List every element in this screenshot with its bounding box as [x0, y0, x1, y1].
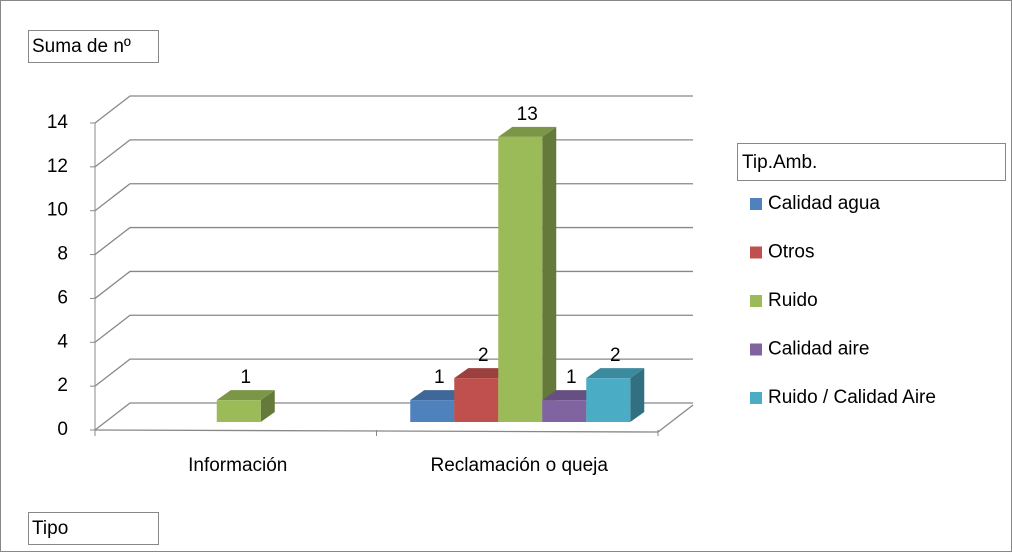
- legend-title-box[interactable]: [737, 143, 1006, 181]
- legend-swatch: [750, 343, 762, 356]
- grid-line: [94, 95, 693, 124]
- bar-face: [630, 368, 645, 422]
- legend-title: Tip.Amb.: [742, 152, 817, 173]
- bar: [586, 368, 645, 422]
- field-button[interactable]: [28, 512, 159, 545]
- data-label: 1: [566, 367, 577, 388]
- legend-swatch: [750, 295, 762, 307]
- y-tick-label: 2: [57, 375, 68, 396]
- bar: [498, 126, 557, 422]
- bar-face: [498, 126, 557, 137]
- field-button-label: Tipo: [32, 518, 68, 539]
- x-tick-label: Información: [188, 455, 287, 476]
- bar-face: [454, 368, 513, 379]
- data-label: 2: [610, 345, 621, 366]
- y-tick-label: 0: [57, 419, 68, 440]
- y-tick-label: 14: [47, 112, 69, 133]
- y-tick-label: 8: [57, 244, 68, 265]
- legend-swatch: [750, 246, 762, 259]
- bar-face: [498, 136, 543, 422]
- bar-face: [410, 390, 469, 401]
- legend-swatch: [750, 198, 762, 210]
- data-label: 13: [517, 104, 538, 125]
- bar-face: [410, 400, 455, 422]
- bar-face: [260, 390, 275, 422]
- bar-face: [216, 400, 261, 422]
- bar-face: [542, 126, 557, 422]
- y-tick-label: 4: [57, 331, 68, 352]
- legend-swatch: [750, 392, 762, 404]
- legend-label: Otros: [768, 242, 814, 263]
- field-button[interactable]: [28, 30, 159, 63]
- bar-face: [216, 390, 275, 401]
- data-label: 1: [240, 367, 251, 388]
- data-label: 2: [478, 345, 489, 366]
- data-label: 1: [434, 367, 445, 388]
- y-tick-label: 6: [57, 287, 68, 308]
- bar-face: [454, 378, 499, 422]
- bar: [216, 390, 275, 422]
- y-tick-label: 10: [47, 200, 68, 221]
- bar-face: [586, 368, 645, 379]
- y-tick-label: 12: [47, 156, 68, 177]
- legend-label: Calidad agua: [768, 193, 880, 214]
- bar-face: [542, 400, 587, 422]
- legend-label: Ruido / Calidad Aire: [768, 387, 936, 408]
- legend-label: Ruido: [768, 290, 818, 311]
- field-button-label: Suma de nº: [32, 36, 131, 57]
- legend-label: Calidad aire: [768, 339, 869, 360]
- bar-face: [586, 378, 631, 422]
- x-tick-label: Reclamación o queja: [431, 455, 609, 476]
- bar-face: [542, 390, 601, 401]
